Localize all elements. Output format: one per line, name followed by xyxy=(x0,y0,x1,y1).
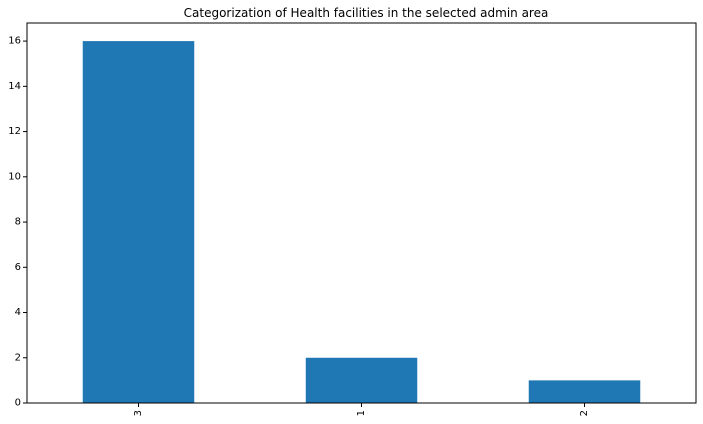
y-tick-label: 4 xyxy=(15,307,21,318)
x-tick-label: 1 xyxy=(356,410,367,416)
y-tick-label: 12 xyxy=(8,126,21,137)
bar-1 xyxy=(305,357,418,403)
bar-3 xyxy=(82,41,195,403)
chart-title: Categorization of Health facilities in t… xyxy=(184,6,549,20)
y-tick-label: 6 xyxy=(15,262,21,273)
y-tick-label: 10 xyxy=(8,171,21,182)
y-tick-label: 2 xyxy=(15,352,21,363)
bar-2 xyxy=(528,380,641,403)
y-axis: 0 2 4 6 8 10 12 14 16 xyxy=(8,36,27,409)
y-tick-label: 8 xyxy=(15,217,21,228)
x-tick-label: 3 xyxy=(133,410,144,416)
bars-group xyxy=(82,41,641,403)
y-tick-label: 16 xyxy=(8,36,21,47)
x-axis: 3 1 2 xyxy=(133,403,590,416)
x-tick-label: 2 xyxy=(579,410,590,416)
y-tick-label: 0 xyxy=(15,398,21,409)
y-tick-label: 14 xyxy=(8,81,21,92)
